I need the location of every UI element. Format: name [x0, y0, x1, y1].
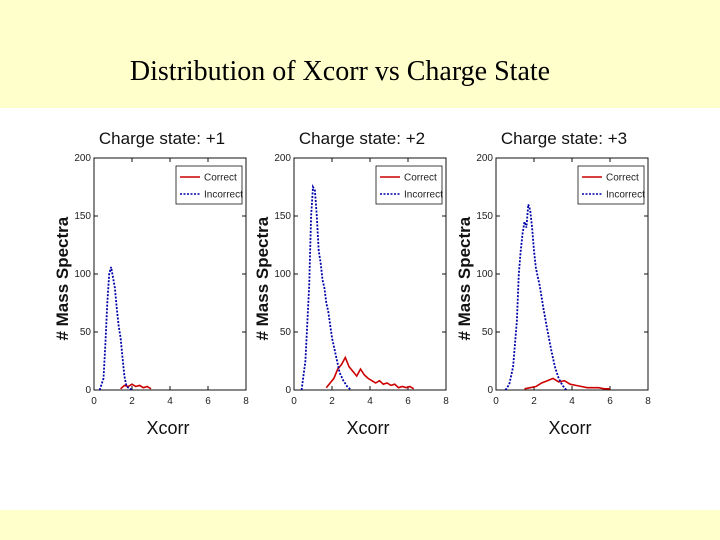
x-tick-label: 0 [291, 396, 297, 407]
legend-incorrect-label: Incorrect [204, 190, 243, 201]
y-tick-label: 50 [80, 327, 92, 338]
x-tick-label: 0 [493, 396, 499, 407]
slide-title: Distribution of Xcorr vs Charge State [129, 56, 551, 87]
x-tick-label: 2 [329, 396, 335, 407]
y-axis-label: # Mass Spectra [53, 216, 72, 340]
chart-title: Charge state: +2 [299, 129, 425, 148]
y-tick-label: 150 [476, 211, 493, 222]
legend-incorrect-label: Incorrect [606, 190, 645, 201]
x-axis-label: Xcorr [146, 418, 189, 438]
y-tick-label: 0 [487, 385, 493, 396]
series-correct-line [524, 377, 610, 390]
x-tick-label: 8 [243, 396, 249, 407]
y-tick-label: 150 [274, 211, 291, 222]
x-tick-label: 4 [167, 396, 173, 407]
y-tick-label: 0 [285, 385, 291, 396]
y-tick-label: 150 [74, 211, 91, 222]
x-tick-label: 6 [205, 396, 211, 407]
x-tick-label: 2 [129, 396, 135, 407]
y-tick-label: 200 [476, 153, 493, 164]
charts-figure: 0 2 4 6 8050100150200CorrectIncorrectCharge … [53, 129, 651, 438]
legend-correct-label: Correct [606, 173, 639, 184]
chart-3: 0 2 4 6 8 0 50 100 150 200 Correct Incorrect Charge … [455, 129, 651, 438]
x-tick-label: 8 [645, 396, 651, 407]
x-tick-label: 8 [443, 396, 449, 407]
y-tick-label: 200 [74, 153, 91, 164]
legend-box [375, 165, 443, 205]
chart-title: Charge state: +3 [501, 129, 627, 148]
series-incorrect-line [504, 204, 567, 391]
x-tick-label: 0 [91, 396, 97, 407]
y-tick-label: 100 [274, 269, 291, 280]
y-tick-label: 50 [280, 327, 292, 338]
y-axis-label: # Mass Spectra [455, 216, 474, 340]
x-tick-label: 2 [531, 396, 537, 407]
x-tick-label: 4 [569, 396, 575, 407]
x-tick-label: 4 [367, 396, 373, 407]
legend-correct-label: Correct [204, 173, 237, 184]
legend-box [577, 165, 645, 205]
chart-title: Charge state: +1 [99, 129, 225, 148]
series-incorrect-line [98, 266, 133, 391]
y-tick-label: 200 [274, 153, 291, 164]
legend-correct-label: Correct [404, 173, 437, 184]
legend-incorrect-label: Incorrect [404, 190, 443, 201]
x-axis-label: Xcorr [346, 418, 389, 438]
x-axis-label: Xcorr [548, 418, 591, 438]
y-axis-label: # Mass Spectra [253, 216, 272, 340]
figure-panel: 0 2 4 6 8 0 50 100 150 200 Correct Incorrect Charge … [0, 108, 720, 510]
x-tick-label: 6 [405, 396, 411, 407]
y-tick-label: 0 [85, 385, 91, 396]
y-tick-label: 100 [476, 269, 493, 280]
y-tick-label: 50 [482, 327, 494, 338]
x-tick-label: 6 [607, 396, 613, 407]
series-correct-line [325, 355, 415, 390]
y-tick-label: 100 [74, 269, 91, 280]
chart-2: 0 2 4 6 8 0 50 100 150 200 Correct Incorrect Charge … [253, 129, 449, 438]
legend-box [175, 165, 243, 205]
chart-1: 0 2 4 6 8 0 50 100 150 200 Correct Incorrect Charge … [53, 129, 249, 438]
